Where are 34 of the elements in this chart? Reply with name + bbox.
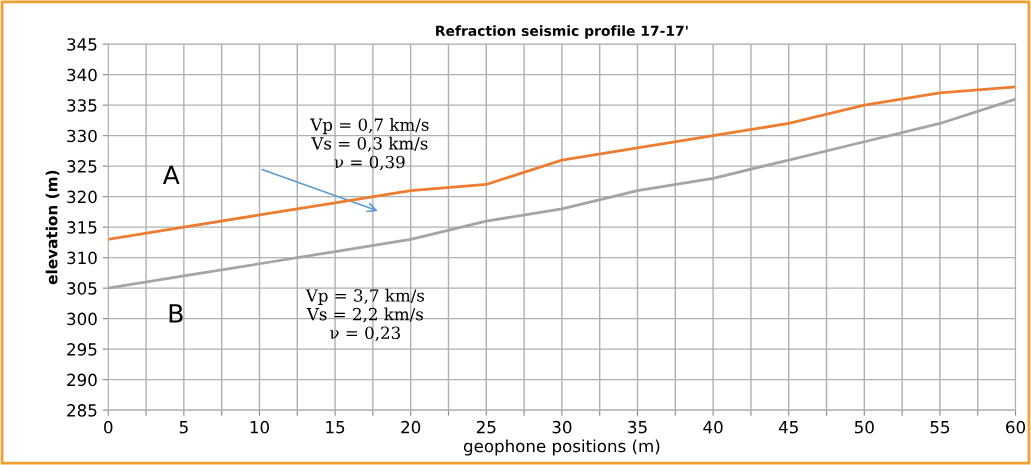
y-tick-label: 320 — [67, 190, 97, 204]
x-tick-label: 15 — [326, 421, 345, 434]
x-tick-label: 0 — [104, 420, 113, 434]
chart-title: Refraction seismic profile 17-17' — [436, 25, 688, 39]
x-tick-label: 20 — [401, 420, 421, 434]
x-tick-label: 60 — [1006, 420, 1026, 434]
annotation: Vp = 0,7 km/s Vs = 0,3 km/s ν = 0,39 — [310, 118, 429, 171]
x-tick-label: 50 — [855, 420, 874, 434]
y-tick-label: 335 — [67, 99, 97, 112]
annotation: Vp = 3,7 km/s Vs = 2,2 km/s ν = 0,23 — [305, 288, 425, 342]
x-tick-label: 45 — [778, 421, 798, 434]
x-tick-label: 25 — [476, 420, 496, 434]
x-tick-label: 5 — [179, 421, 188, 434]
x-tick-label: 35 — [628, 420, 647, 434]
y-tick-label: 295 — [67, 343, 97, 356]
x-tick-label: 40 — [703, 420, 723, 434]
y-tick-label: 310 — [67, 251, 97, 265]
y-tick-label: 305 — [67, 282, 97, 295]
y-tick-label: 340 — [67, 68, 97, 82]
y-tick-label: 315 — [67, 221, 97, 234]
x-axis-title: geophone positions (m) — [463, 439, 660, 456]
y-tick-label: 325 — [67, 160, 97, 173]
annotation: A — [162, 165, 180, 185]
annotation: B — [169, 304, 183, 323]
x-tick-label: 10 — [250, 420, 269, 434]
x-tick-label: 55 — [930, 421, 950, 434]
y-tick-label: 300 — [67, 312, 97, 326]
x-tick-label: 30 — [552, 420, 572, 434]
y-tick-label: 330 — [67, 129, 97, 143]
y-tick-label: 285 — [67, 404, 97, 417]
y-tick-label: 290 — [67, 373, 97, 387]
y-axis-title: elevation (m) — [45, 170, 60, 285]
y-tick-label: 345 — [67, 38, 97, 51]
line-series — [108, 85, 1016, 241]
